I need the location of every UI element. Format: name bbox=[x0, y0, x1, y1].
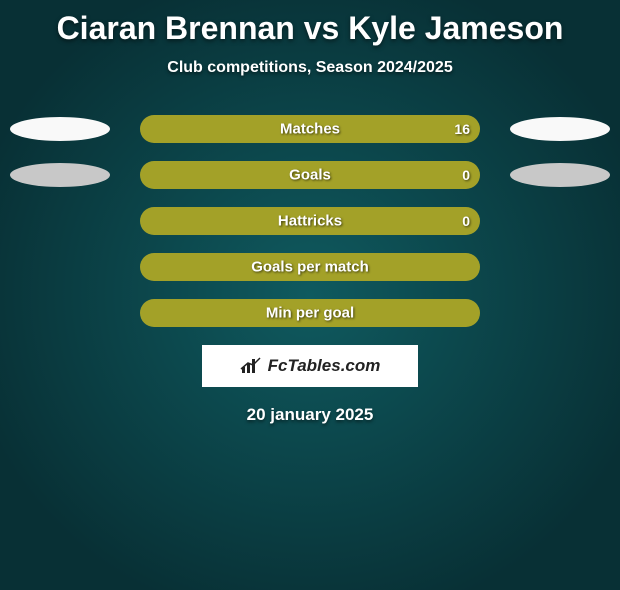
stat-bar: Hattricks 0 bbox=[140, 207, 480, 235]
stat-bar-label: Goals bbox=[289, 167, 331, 184]
stat-bar-label: Goals per match bbox=[251, 259, 369, 276]
left-ellipse bbox=[10, 163, 110, 187]
left-ellipse bbox=[10, 117, 110, 141]
stat-bar: Min per goal bbox=[140, 299, 480, 327]
stat-bar-label: Hattricks bbox=[278, 213, 342, 230]
stat-bar: Goals per match bbox=[140, 253, 480, 281]
stat-row: Hattricks 0 bbox=[0, 207, 620, 235]
chart-icon bbox=[240, 357, 262, 375]
stat-row: Matches 16 bbox=[0, 115, 620, 143]
right-ellipse bbox=[510, 163, 610, 187]
stat-bar-label: Matches bbox=[280, 121, 340, 138]
logo-text: FcTables.com bbox=[268, 356, 381, 376]
stat-row: Min per goal bbox=[0, 299, 620, 327]
page-title: Ciaran Brennan vs Kyle Jameson bbox=[0, 10, 620, 47]
stat-bar-value: 0 bbox=[462, 167, 470, 183]
stat-row: Goals 0 bbox=[0, 161, 620, 189]
stat-row: Goals per match bbox=[0, 253, 620, 281]
stat-bars: Matches 16 Goals 0 Hattricks 0 Goals per match… bbox=[0, 115, 620, 327]
page-subtitle: Club competitions, Season 2024/2025 bbox=[0, 59, 620, 77]
logo-box: FcTables.com bbox=[202, 345, 418, 387]
stat-bar: Goals 0 bbox=[140, 161, 480, 189]
stat-bar-value: 16 bbox=[454, 121, 470, 137]
stat-bar-label: Min per goal bbox=[266, 305, 354, 322]
right-ellipse bbox=[510, 117, 610, 141]
stat-bar: Matches 16 bbox=[140, 115, 480, 143]
stat-bar-value: 0 bbox=[462, 213, 470, 229]
date-text: 20 january 2025 bbox=[0, 405, 620, 425]
